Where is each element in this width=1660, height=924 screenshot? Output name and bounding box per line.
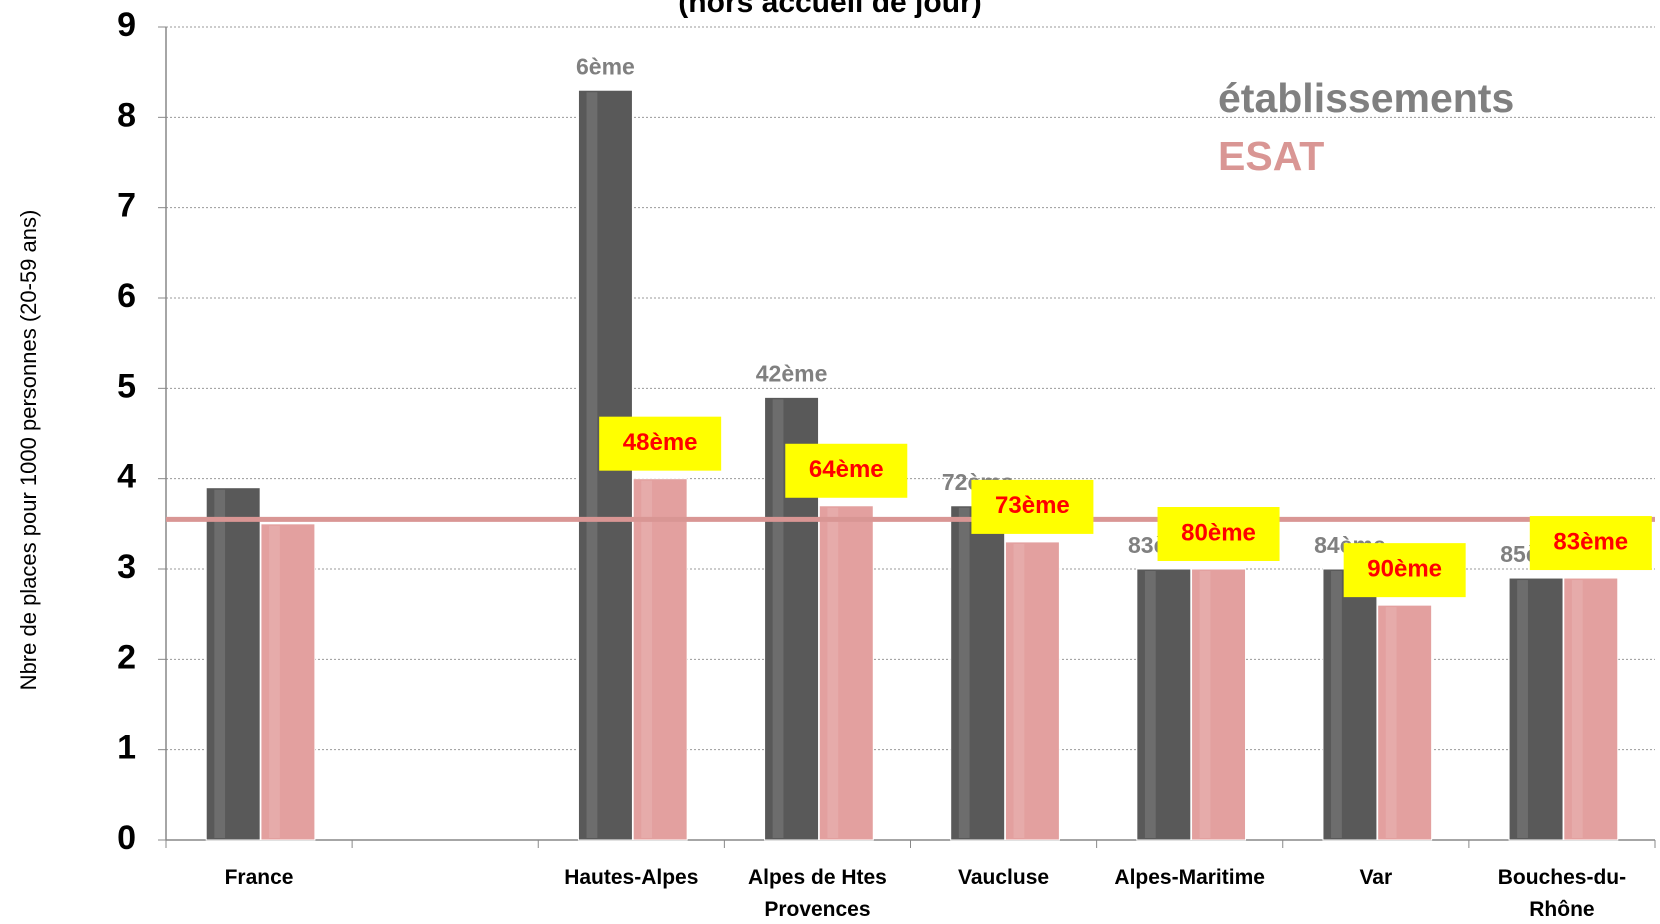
rank-label: 64ème [809, 456, 884, 483]
rank-label: 42ème [756, 360, 828, 386]
bar [818, 505, 874, 841]
rank-label-box [1529, 516, 1652, 571]
y-tick-label: 5 [117, 367, 136, 405]
y-tick-label: 8 [117, 96, 136, 134]
bar [1191, 568, 1247, 841]
bar [260, 523, 316, 841]
bar-highlight [1517, 580, 1528, 838]
bar-highlight [1144, 571, 1156, 838]
bar-highlight [641, 480, 653, 838]
bar-highlight [772, 399, 784, 838]
x-tick-label: Var [1359, 866, 1393, 889]
bar-highlight [958, 507, 970, 838]
bar-highlight [1571, 580, 1583, 838]
bar-highlight [827, 507, 839, 838]
bar-highlight [1331, 571, 1342, 838]
legend-label: ESAT [1218, 133, 1324, 179]
bar-highlight [1199, 571, 1211, 838]
bar [1004, 541, 1060, 841]
rank-label-box [971, 479, 1094, 534]
bar-highlight [214, 489, 226, 838]
bar [1377, 604, 1433, 841]
bar [1563, 577, 1619, 841]
y-tick-label: 0 [117, 819, 136, 857]
y-axis-label: Nbre de places pour 1000 personnes (20-5… [16, 210, 41, 691]
rank-label: 6ème [576, 53, 635, 79]
legend-label: établissements [1218, 75, 1514, 121]
x-tick-label: Vaucluse [958, 866, 1050, 889]
chart-title: (hors accueil de jour) [678, 0, 981, 19]
y-tick-label: 7 [117, 187, 136, 225]
x-tick-label: Hautes-Alpes [564, 866, 699, 889]
y-tick-label: 1 [117, 729, 136, 767]
bar-highlight [269, 525, 280, 838]
rank-label-box [785, 443, 908, 498]
bar [1508, 577, 1564, 841]
rank-label-box [599, 416, 722, 471]
x-tick-label: France [224, 866, 294, 889]
bar-highlight [1013, 543, 1025, 838]
x-tick-label: Bouches-du-Rhône [1497, 866, 1627, 921]
rank-label: 48ème [623, 429, 698, 456]
bar [1136, 568, 1192, 841]
bar-highlight [1385, 607, 1397, 838]
bar [205, 487, 261, 841]
y-tick-label: 2 [117, 638, 136, 676]
x-tick-label: Alpes de Htes Provences [747, 866, 887, 921]
bar [1322, 568, 1378, 841]
bar-highlight [586, 92, 598, 838]
rank-label-box [1343, 543, 1466, 598]
rank-label-box [1157, 507, 1280, 561]
rank-label: 90ème [1367, 555, 1442, 582]
bar [632, 478, 688, 841]
x-tick-label: Alpes-Maritime [1114, 866, 1265, 889]
rank-label: 83ème [1553, 528, 1628, 555]
y-tick-label: 9 [117, 6, 136, 44]
y-tick-label: 3 [117, 548, 136, 586]
rank-label: 80ème [1181, 519, 1256, 546]
y-tick-label: 6 [117, 277, 136, 315]
rank-label: 73ème [995, 492, 1070, 519]
y-tick-label: 4 [117, 458, 136, 496]
